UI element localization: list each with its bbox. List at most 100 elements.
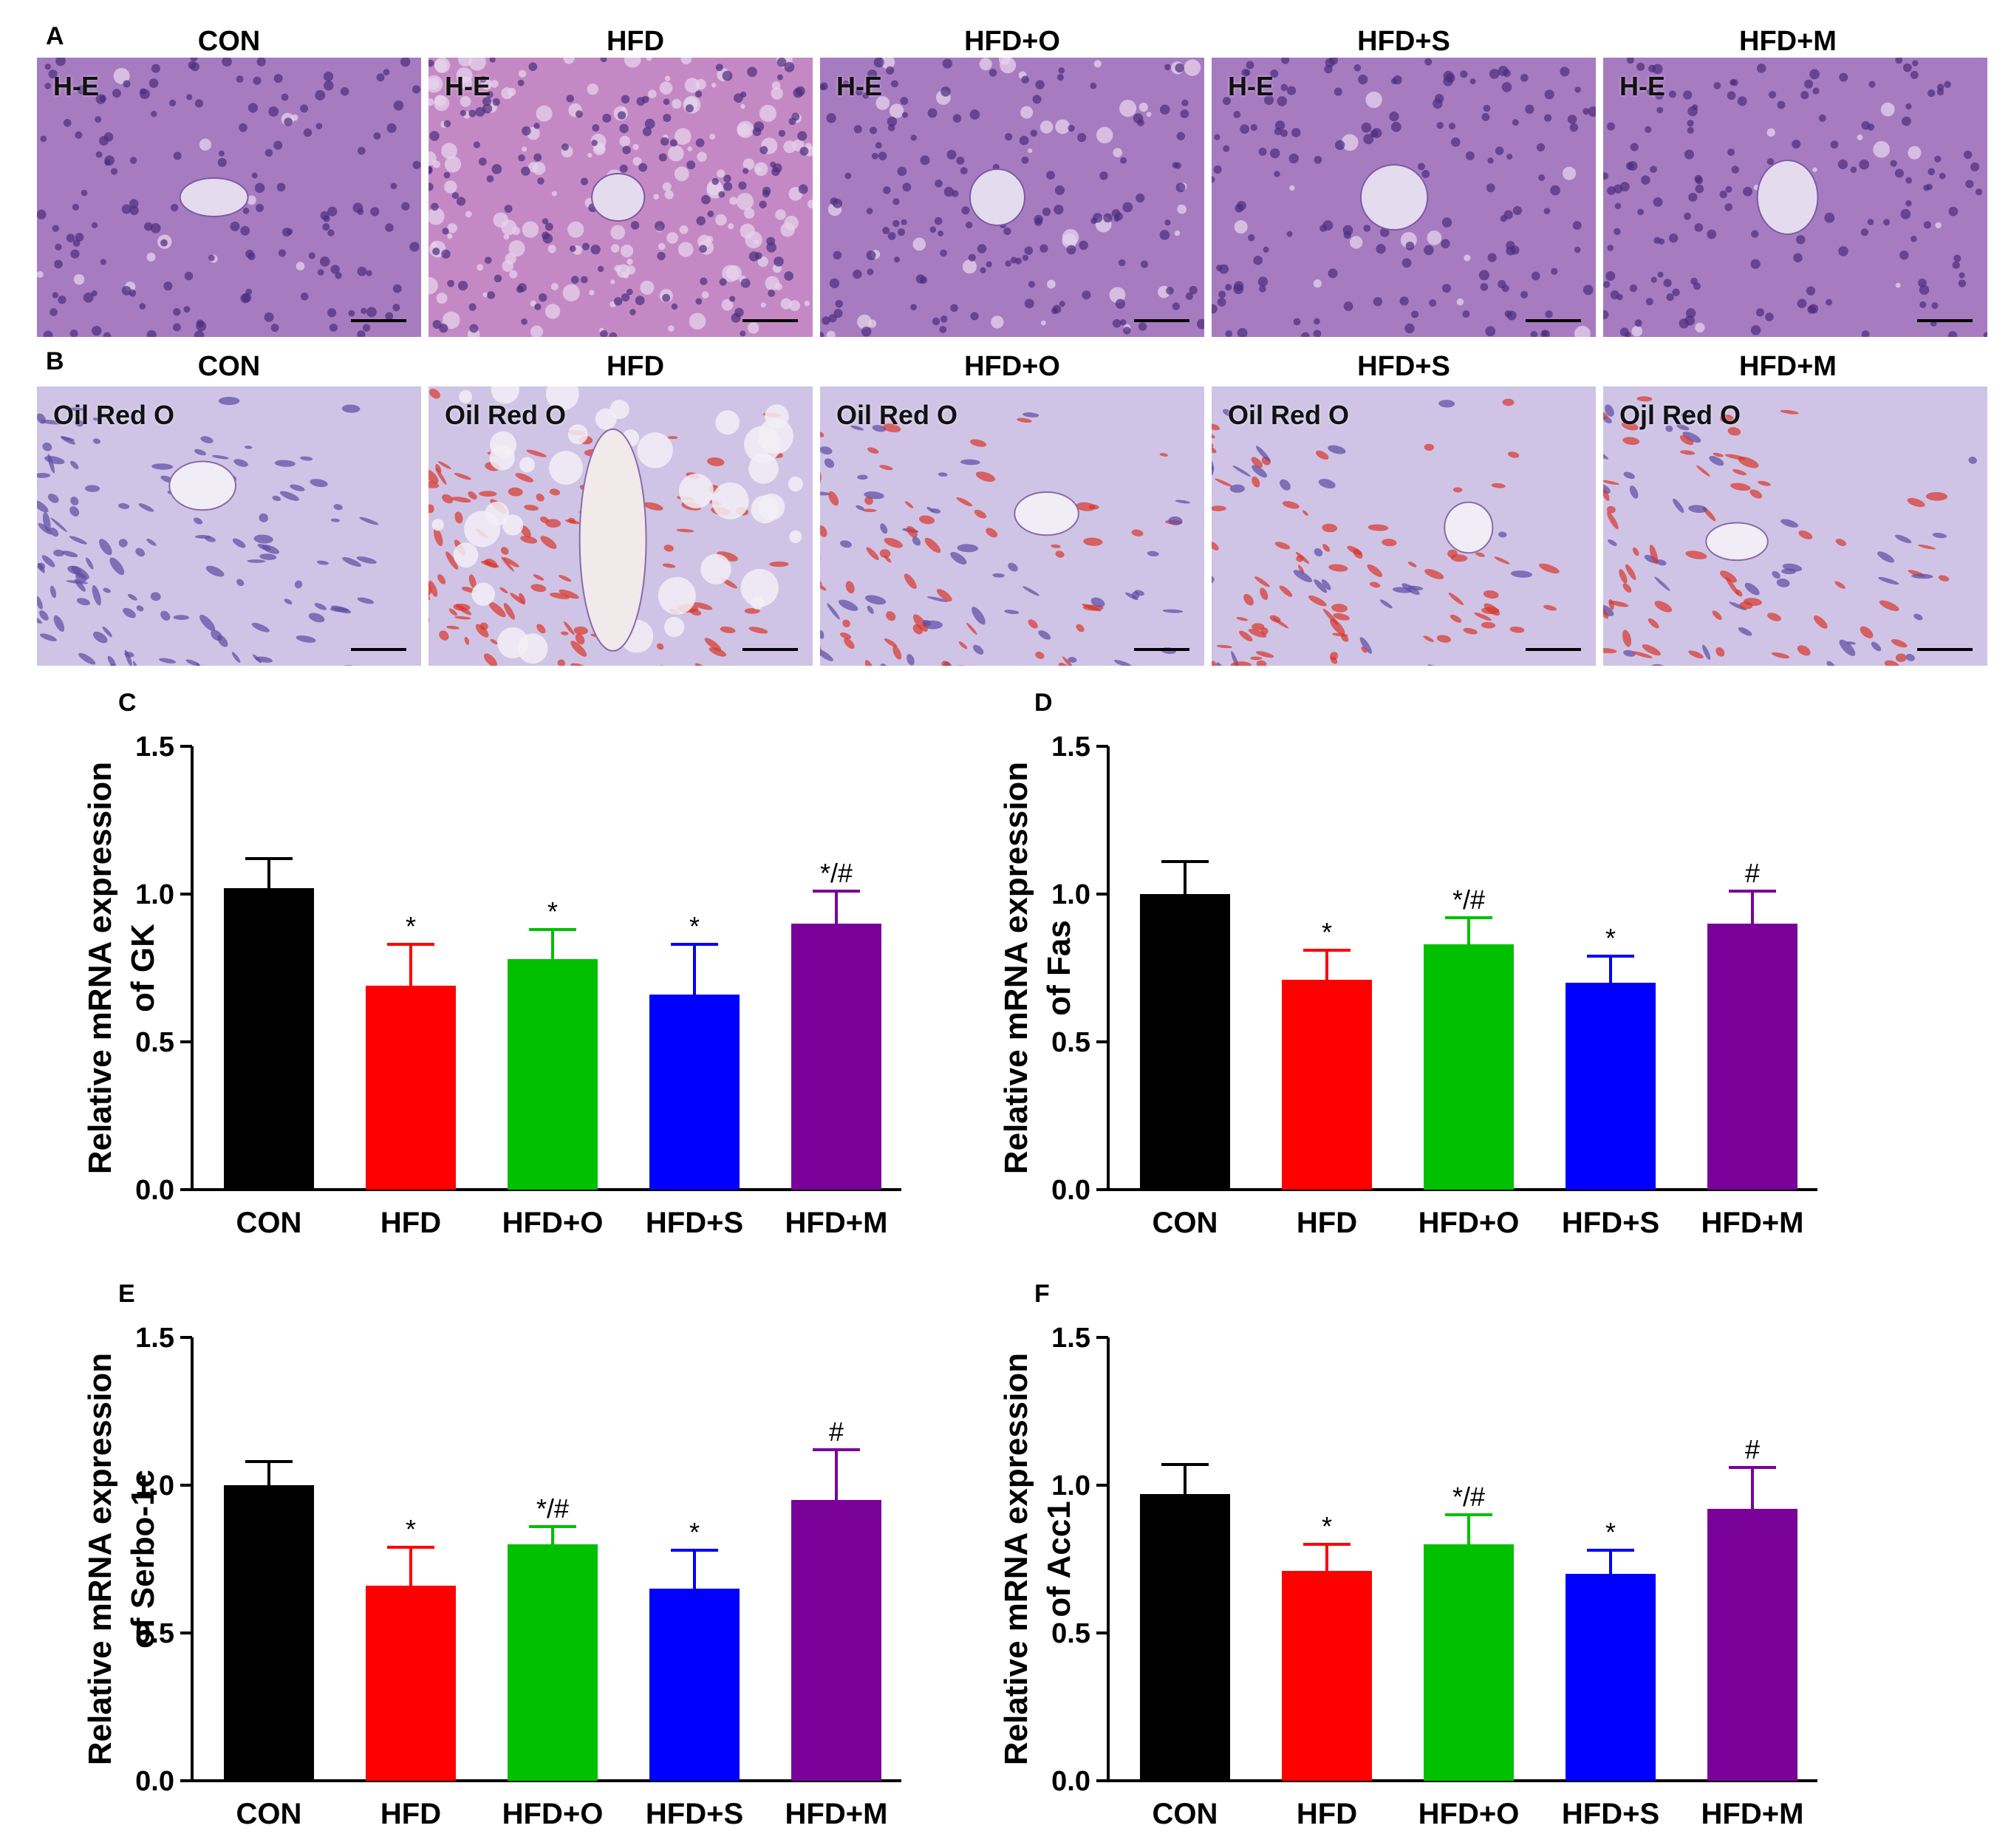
panel-a-letter: A (46, 22, 64, 50)
nucleus (1919, 284, 1930, 296)
nucleus (319, 256, 330, 267)
nucleus (1543, 208, 1551, 214)
vacuole (509, 270, 518, 279)
nucleus (770, 161, 776, 168)
nucleus (1277, 96, 1288, 106)
nucleus (1120, 319, 1127, 326)
he-micrograph-hfd-s: H-E (1212, 58, 1596, 337)
stained-cell (549, 488, 561, 496)
stained-cell (1622, 630, 1632, 647)
stained-cell (279, 491, 300, 501)
stained-cell (1321, 579, 1331, 590)
nucleus (1900, 208, 1911, 219)
stained-cell (1379, 599, 1393, 609)
stained-cell (864, 496, 873, 505)
stained-cell (314, 603, 327, 610)
stained-cell (107, 655, 117, 666)
oil-red-stain-label: Oil Red O (445, 400, 567, 430)
nucleus (1648, 64, 1656, 73)
lipid-vacuole (549, 451, 584, 485)
nucleus (1424, 245, 1434, 256)
stained-cell (1359, 637, 1373, 654)
nucleus (1572, 221, 1582, 230)
nucleus (580, 276, 588, 284)
stained-cell (173, 615, 190, 621)
vacuole (491, 80, 499, 88)
stained-cell (284, 599, 293, 604)
vacuole (775, 209, 786, 220)
nucleus (882, 227, 890, 235)
nucleus (268, 106, 279, 117)
nucleus (1313, 330, 1322, 337)
vacuole (1695, 322, 1705, 333)
nucleus (1610, 290, 1619, 300)
nucleus (1653, 236, 1661, 244)
stained-cell (1835, 539, 1846, 546)
nucleus (844, 172, 852, 180)
vacuole (199, 138, 212, 151)
y-tick-label: 0.0 (1051, 1175, 1090, 1206)
nucleus (1021, 156, 1029, 164)
nucleus (100, 259, 106, 265)
nucleus (853, 269, 862, 279)
nucleus (1750, 259, 1761, 269)
nucleus (1030, 129, 1038, 137)
nucleus (54, 259, 63, 269)
nucleus (663, 113, 672, 123)
vacuole (881, 58, 895, 69)
stained-cell (236, 579, 245, 587)
stained-cell (429, 504, 434, 514)
bar (791, 1500, 881, 1781)
central-vein (578, 428, 647, 652)
nucleus (592, 123, 600, 132)
stained-cell (526, 449, 547, 457)
y-axis-label: Relative mRNA expression (998, 762, 1034, 1174)
nucleus (264, 149, 273, 157)
stained-cell (1295, 551, 1310, 564)
stained-cell (820, 431, 824, 437)
nucleus (1486, 183, 1495, 193)
nucleus (139, 303, 146, 310)
nucleus (58, 296, 66, 304)
nucleus (1860, 228, 1869, 236)
nucleus (1213, 165, 1222, 174)
stained-cell (559, 589, 579, 599)
stained-cell (515, 473, 534, 483)
nucleus (1259, 285, 1266, 293)
stained-cell (845, 581, 855, 594)
tissue-background (37, 386, 421, 666)
vacuole (434, 59, 448, 72)
nucleus (52, 292, 59, 299)
stained-cell (1316, 450, 1329, 460)
nucleus (1818, 114, 1826, 122)
vacuole (632, 157, 642, 166)
stained-cell (707, 457, 725, 466)
lipid-vacuole (491, 386, 519, 404)
nucleus (1212, 304, 1218, 314)
vacuole (743, 208, 755, 219)
nucleus (357, 330, 366, 337)
nucleus (1663, 279, 1672, 287)
y-axis-label-gene: of Fas (1041, 920, 1077, 1016)
nucleus (952, 114, 962, 123)
nucleus (835, 299, 844, 308)
vacuole (522, 221, 539, 238)
stained-cell (564, 621, 575, 635)
stained-cell (92, 438, 101, 444)
stained-cell (1082, 604, 1102, 612)
nucleus (1768, 90, 1777, 99)
nucleus (853, 125, 862, 134)
vacuole (674, 128, 692, 146)
vacuole (658, 242, 666, 250)
nucleus (830, 197, 839, 205)
stained-cell (1679, 435, 1694, 446)
nucleus (1328, 268, 1338, 279)
vacuole (468, 58, 486, 71)
stained-cell (253, 534, 273, 544)
vacuole (962, 259, 977, 274)
stained-cell (1162, 609, 1184, 613)
stained-cell (1509, 626, 1525, 633)
stained-cell (1463, 627, 1478, 635)
nucleus (1868, 81, 1876, 88)
nucleus (600, 330, 608, 337)
